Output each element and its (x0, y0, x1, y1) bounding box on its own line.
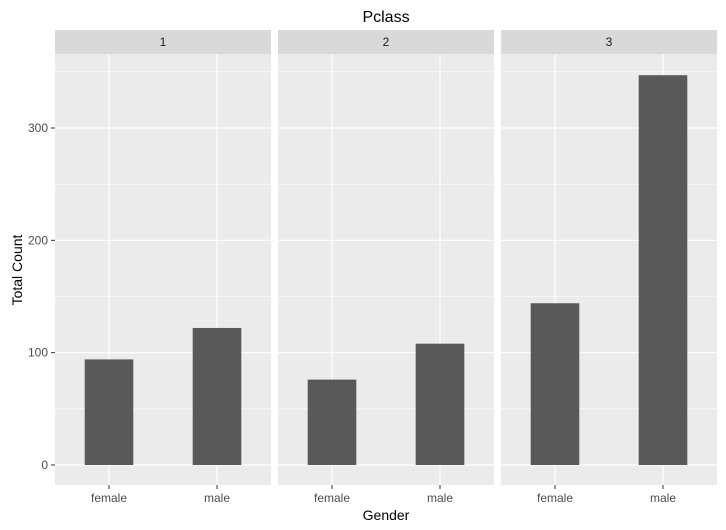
y-axis-title: Total Count (9, 234, 25, 305)
x-tick-label: male (204, 491, 230, 505)
x-tick-label: male (650, 491, 676, 505)
facet-strip (55, 30, 271, 54)
x-tick-label: female (537, 491, 573, 505)
facet-panel-1: 1 female male (55, 30, 271, 505)
y-tick-label: 0 (41, 458, 48, 472)
bar-female-pclass-2 (307, 379, 357, 465)
bar-male-pclass-2 (415, 343, 465, 465)
bar-female-pclass-3 (530, 303, 580, 465)
bar-female-pclass-1 (84, 359, 134, 465)
facet-panel-2: 2 female male (278, 30, 494, 505)
bar-male-pclass-1 (192, 327, 242, 465)
facet-strip-label: 1 (160, 35, 167, 49)
facet-panels: 1 female male 2 female male 3 female male (55, 30, 717, 505)
x-tick-label: female (91, 491, 127, 505)
facet-strip (501, 30, 717, 54)
x-tick-label: female (314, 491, 350, 505)
facet-strip-label: 2 (383, 35, 390, 49)
y-axis: 0 100 200 300 (28, 121, 55, 472)
facet-strip (278, 30, 494, 54)
x-axis-title: Gender (363, 507, 410, 523)
y-tick-label: 200 (28, 233, 48, 247)
facet-strip-label: 3 (606, 35, 613, 49)
y-tick-label: 300 (28, 121, 48, 135)
y-tick-label: 100 (28, 346, 48, 360)
chart-title: Pclass (362, 9, 409, 26)
bar-male-pclass-3 (638, 75, 688, 465)
x-tick-label: male (427, 491, 453, 505)
facet-panel-3: 3 female male (501, 30, 717, 505)
